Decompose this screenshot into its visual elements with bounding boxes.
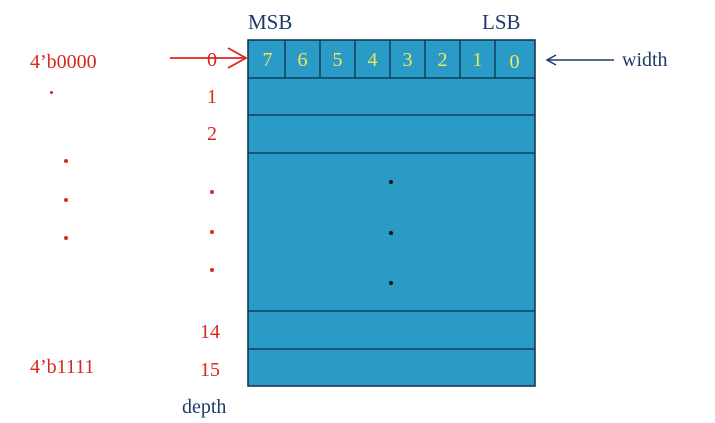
width-arrow [545, 54, 614, 66]
lsb-label: LSB [482, 10, 521, 34]
width-arrow-head [545, 54, 557, 66]
ellipsis-dot [210, 268, 214, 272]
ellipsis-dot [50, 91, 53, 94]
bit-label: 6 [297, 49, 308, 71]
bit-label: 3 [402, 49, 413, 71]
address-arrow-head [227, 47, 248, 69]
row-number-2: 2 [207, 123, 217, 145]
address-arrow [170, 47, 248, 69]
bit-label: 4 [367, 49, 378, 71]
bit-dividers [284, 40, 496, 78]
ellipsis-dot [64, 159, 68, 163]
ellipsis-dot [389, 180, 393, 184]
address-first: 4’b0000 [30, 51, 97, 73]
width-label: width [622, 49, 668, 71]
ellipsis-dot [389, 231, 393, 235]
bit-label: 5 [332, 49, 343, 71]
memory-block [247, 39, 536, 387]
ellipsis-dot [210, 190, 214, 194]
row-number-15: 15 [200, 359, 220, 381]
ellipsis-dot [64, 236, 68, 240]
ellipsis-dot [389, 281, 393, 285]
msb-label: MSB [248, 10, 293, 34]
ellipsis-dot [210, 230, 214, 234]
bit-label: 1 [472, 49, 483, 71]
bit-label: 7 [262, 49, 273, 71]
bit-label: 0 [509, 51, 520, 73]
bit-label: 2 [437, 49, 448, 71]
row-number-14: 14 [200, 321, 220, 343]
depth-label: depth [182, 396, 227, 418]
address-last: 4’b1111 [30, 356, 95, 378]
ellipsis-dot [64, 198, 68, 202]
row-number-0: 0 [207, 49, 217, 71]
row-number-1: 1 [207, 86, 217, 108]
